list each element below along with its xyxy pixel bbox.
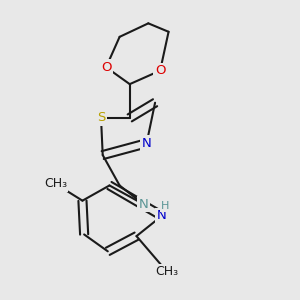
Text: N: N <box>138 197 148 211</box>
Text: O: O <box>101 61 111 74</box>
Text: N: N <box>157 209 167 222</box>
Text: CH₃: CH₃ <box>44 177 67 190</box>
Text: CH₃: CH₃ <box>155 265 178 278</box>
Text: S: S <box>97 111 105 124</box>
Text: N: N <box>142 137 152 150</box>
Text: H: H <box>161 201 170 211</box>
Text: O: O <box>155 64 165 77</box>
